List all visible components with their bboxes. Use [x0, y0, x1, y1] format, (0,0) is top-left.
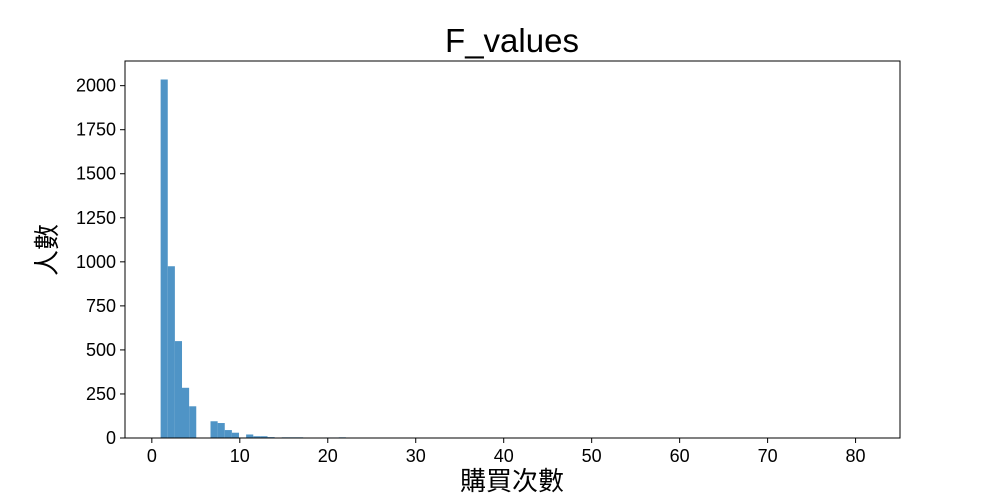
- y-tick-label: 1500: [76, 164, 116, 184]
- x-tick-label: 0: [147, 446, 157, 466]
- y-tick-label: 1750: [76, 120, 116, 140]
- y-axis-ticks: 0 250 500 750 1000 1250 1500 1750 2000: [76, 76, 125, 448]
- x-tick-label: 70: [758, 446, 778, 466]
- x-tick-label: 20: [318, 446, 338, 466]
- x-axis-label: 購買次數: [460, 466, 564, 496]
- y-tick-label: 1250: [76, 208, 116, 228]
- histogram-bar: [167, 266, 175, 438]
- histogram-bar: [217, 423, 225, 438]
- histogram-bar: [246, 434, 254, 438]
- x-tick-label: 50: [582, 446, 602, 466]
- x-tick-label: 30: [406, 446, 426, 466]
- histogram-bar: [174, 341, 183, 438]
- histogram-bar: [182, 387, 190, 438]
- chart-title: F_values: [445, 22, 579, 59]
- y-tick-label: 250: [86, 384, 116, 404]
- y-tick-label: 1000: [76, 252, 116, 272]
- histogram-bar: [224, 430, 232, 438]
- y-axis-label: 人數: [32, 224, 62, 276]
- histogram-bar: [231, 432, 240, 438]
- histogram-bar: [260, 436, 268, 438]
- bars-group: [160, 79, 874, 438]
- histogram-bar: [160, 79, 168, 438]
- histogram-bar: [253, 436, 261, 438]
- x-axis-ticks: 0 10 20 30 40 50 60 70 80: [147, 438, 866, 466]
- y-tick-label: 500: [86, 340, 116, 360]
- y-tick-label: 750: [86, 296, 116, 316]
- x-tick-label: 10: [230, 446, 250, 466]
- histogram-bar: [189, 406, 197, 438]
- histogram-bar: [210, 421, 218, 438]
- x-tick-label: 40: [494, 446, 514, 466]
- plot-frame: [124, 60, 901, 439]
- y-tick-label: 0: [106, 428, 116, 448]
- x-tick-label: 80: [846, 446, 866, 466]
- x-tick-label: 60: [670, 446, 690, 466]
- y-tick-label: 2000: [76, 76, 116, 96]
